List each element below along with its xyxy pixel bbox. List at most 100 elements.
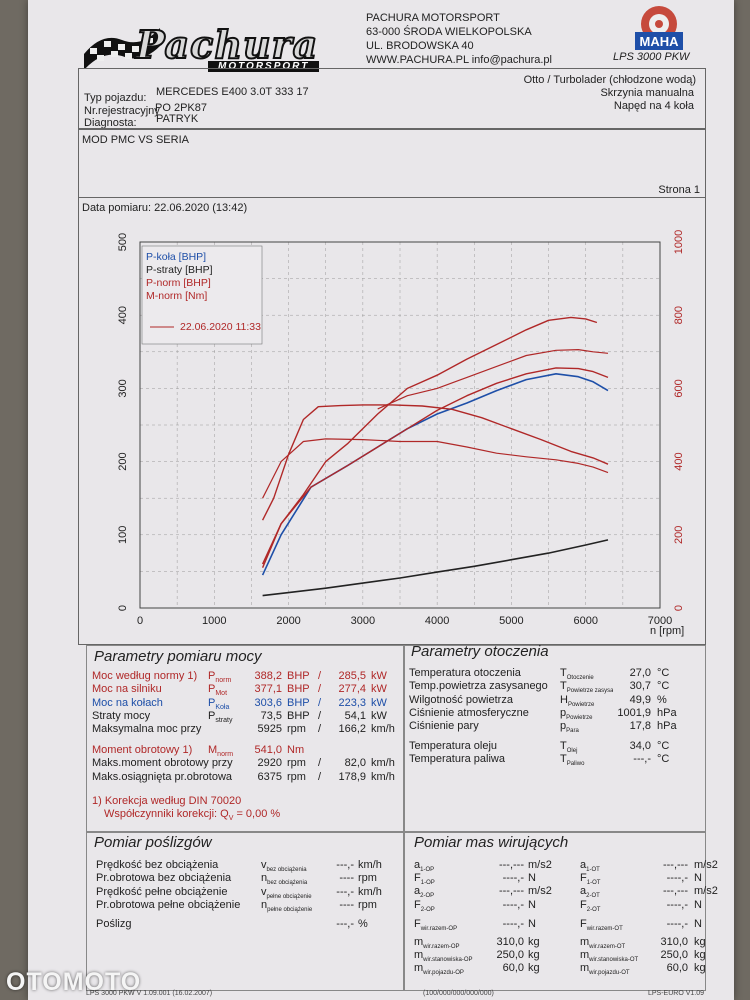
mass-box: [403, 831, 706, 991]
mass-row-symbol: mwir.razem-OT: [580, 936, 625, 954]
correction-label: Współczynniki korekcji: Q: [104, 808, 229, 820]
slip-row-label: Prędkość bez obciążenia: [96, 859, 219, 871]
power-row-label: Moment obrotowy 1): [92, 744, 193, 756]
mass-row-symbol: mwir.pojazdu-OT: [580, 962, 630, 980]
checkered-flag-icon: [84, 28, 160, 68]
mass-row-symbol: a1-OT: [580, 859, 600, 877]
mass-row-symbol: F2-OT: [580, 899, 600, 917]
power-params-box: [86, 645, 405, 833]
mass-row-value: 310,0: [496, 936, 524, 948]
mass-row-symbol: mwir.razem-OP: [414, 936, 460, 954]
mass-row-value: 250,0: [660, 949, 688, 961]
vehicle-info-box: [78, 68, 706, 130]
mass-symbol: m: [580, 949, 590, 961]
chart-legend: P-koła [BHP]P-straty [BHP]P-norm [BHP]M-…: [141, 245, 263, 345]
mass-row-unit: kg: [694, 949, 706, 961]
slip-row-symbol: vbez obciążenia: [261, 859, 307, 877]
x-tick-label: 2000: [276, 615, 300, 627]
env-row-unit: °C: [657, 740, 670, 752]
mass-row-unit: N: [528, 872, 536, 884]
slip-row-label: Prędkość pełne obciążenie: [96, 885, 228, 898]
power-row-label: Moc według normy 1): [92, 670, 198, 682]
series-line-0: [261, 373, 609, 576]
env-row-symbol: TOtoczenie: [560, 667, 594, 685]
power-symbol-sub: straty: [215, 717, 233, 725]
mass-symbol-sub: wir.pojazdu-OP: [423, 970, 464, 977]
env-symbol: T: [560, 680, 567, 693]
power-symbol-sub: Koła: [215, 703, 230, 711]
env-symbol-sub: Otoczenie: [566, 675, 594, 682]
slip-row-symbol: npełne obciążenie: [261, 899, 312, 917]
mass-row-value: ---,---: [662, 859, 688, 871]
power-row-value1: 73,5: [260, 709, 282, 722]
diagnostician-label: Diagnosta:: [84, 117, 137, 129]
env-row-label: Temperatura oleju: [409, 740, 498, 752]
logo-wordmark: Pachura: [135, 21, 319, 68]
mass-row-symbol: mwir.stanowiska-OP: [414, 949, 473, 967]
power-row-unit1: rpm: [287, 757, 306, 770]
mass-symbol-sub: wir.razem-OT: [589, 944, 626, 951]
vehicle-type-value: MERCEDES E400 3.0T 333 17: [156, 86, 309, 98]
env-symbol-sub: Powietrze zasysane: [566, 688, 621, 695]
mass-symbol-sub: wir.razem-OP: [420, 926, 458, 933]
x-tick-label: 6000: [573, 615, 597, 627]
mass-row-symbol: a1-OP: [414, 859, 434, 877]
mass-symbol-sub: wir.razem-OT: [586, 926, 623, 933]
company-address: PACHURA MOTORSPORT 63-000 ŚRODA WIELKOPO…: [366, 11, 552, 67]
mass-symbol: F: [414, 899, 421, 911]
mass-symbol: m: [414, 962, 424, 974]
series-line-3: [377, 349, 609, 410]
env-symbol: p: [560, 720, 567, 733]
legend-entry: M-norm [Nm]: [146, 290, 207, 302]
mass-row-value: 60,0: [666, 962, 688, 974]
power-row-symbol: Mnorm: [208, 744, 233, 761]
power-row-value2: 285,5: [338, 670, 366, 682]
x-tick-label: 5000: [499, 615, 523, 627]
mass-symbol-sub: wir.stanowiska-OP: [423, 957, 473, 964]
env-row-label: Temperatura paliwa: [409, 753, 505, 766]
legend-entry: P-straty [BHP]: [146, 264, 213, 276]
env-row-unit: %: [657, 693, 667, 706]
slip-symbol-sub: bez obciążenia: [266, 867, 307, 874]
mass-row-symbol: a2-OT: [580, 885, 600, 903]
power-row-value1: 303,6: [254, 696, 282, 709]
drive-type: Napęd na 4 koła: [613, 100, 694, 112]
power-row-label: Maks.osiągnięta pr.obrotowa: [92, 770, 233, 783]
power-row-unit2: kW: [371, 696, 387, 709]
mass-row-value: ----,-: [502, 872, 524, 884]
otomoto-watermark: OTOMOTO: [6, 968, 142, 996]
y-right-tick-label: 600: [673, 379, 685, 397]
slip-row-unit: km/h: [358, 859, 382, 871]
maha-badge-icon: MAHA: [635, 6, 683, 50]
mass-row-symbol: mwir.stanowiska-OT: [580, 949, 638, 967]
note-text: MOD PMC VS SERIA: [82, 134, 189, 146]
power-row-unit1: rpm: [287, 723, 306, 736]
y-right-tick-label: 400: [673, 452, 685, 470]
power-row-sep: /: [318, 670, 322, 682]
slip-row-unit: rpm: [358, 898, 377, 911]
mass-row-value: 250,0: [496, 949, 524, 961]
power-row-unit1: BHP: [287, 670, 310, 682]
slip-row-label: Poślizg: [96, 918, 132, 930]
mass-symbol: a: [580, 859, 587, 871]
env-symbol-sub: Paliwo: [566, 761, 585, 768]
mass-row-symbol: mwir.pojazdu-OP: [414, 962, 464, 980]
mass-row-unit: kg: [528, 949, 540, 961]
registration-label: Nr.rejestracyjny: [84, 105, 160, 117]
env-row-value: 1001,9: [613, 706, 651, 720]
y-left-tick-label: 300: [117, 379, 129, 397]
mass-row-unit: m/s2: [528, 885, 552, 897]
slip-row-symbol: vpełne obciążenie: [261, 886, 312, 904]
mass-row-unit: kg: [694, 936, 706, 948]
company-city: 63-000 ŚRODA WIELKOPOLSKA: [366, 26, 532, 38]
vehicle-type-label: Typ pojazdu:: [84, 92, 147, 104]
power-row-unit1: rpm: [287, 770, 306, 783]
mass-row-value: 310,0: [660, 936, 688, 948]
mass-row-symbol: F1-OT: [580, 872, 600, 890]
mass-row-value: ---,---: [498, 885, 524, 897]
mass-row-value: ----,-: [502, 899, 524, 911]
mass-symbol: a: [580, 885, 587, 897]
slip-row-value: ---,-: [336, 859, 354, 871]
env-symbol: T: [560, 753, 567, 766]
